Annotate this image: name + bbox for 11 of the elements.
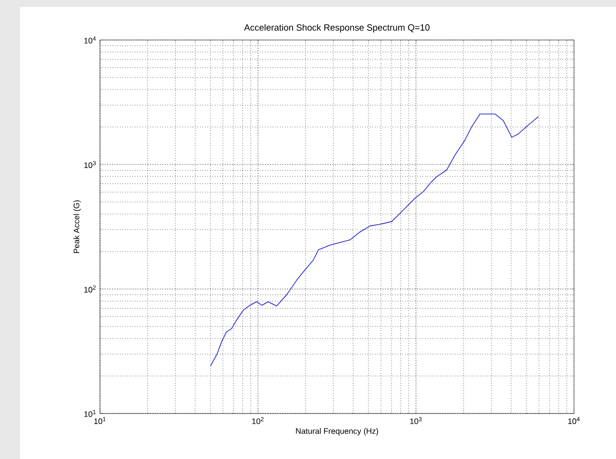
x-tick-label: 10$^{2}$ bbox=[252, 417, 264, 424]
y-tick-label: 10$^{1}$ bbox=[84, 410, 96, 418]
x-tick-label: 10$^{1}$ bbox=[94, 417, 106, 424]
x-axis-title: Natural Frequency (Hz) bbox=[296, 428, 378, 436]
y-tick-label: 10$^{3}$ bbox=[84, 160, 96, 168]
y-tick-label: 10$^{2}$ bbox=[84, 285, 96, 293]
y-tick-label: 10$^{4}$ bbox=[84, 36, 96, 44]
chart-title: Acceleration Shock Response Spectrum Q=10 bbox=[244, 24, 430, 32]
x-tick-label: 10$^{4}$ bbox=[568, 417, 580, 424]
x-tick-label: 10$^{3}$ bbox=[410, 417, 422, 424]
y-axis-title: Peak Accel (G) bbox=[73, 200, 81, 253]
